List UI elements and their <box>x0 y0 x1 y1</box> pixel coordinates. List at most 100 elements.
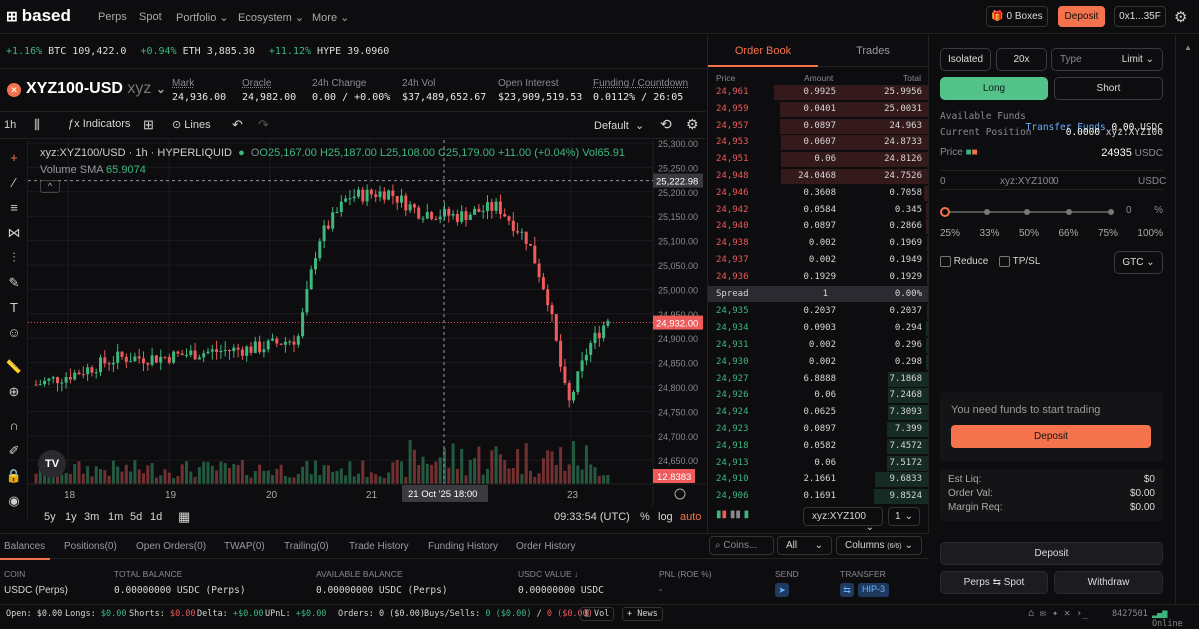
ask-row[interactable]: 24,942 0.0584 0.345 <box>708 202 928 218</box>
undo-icon[interactable]: ↶ <box>232 117 243 132</box>
magnet-icon[interactable]: ∩ <box>9 418 19 433</box>
indicators-button[interactable]: ƒx Indicators <box>68 118 130 130</box>
range-3m[interactable]: 3m <box>84 511 100 523</box>
price-chart[interactable]: 25,300.00 25,250.00 25,200.00 25,150.00 25,1… <box>28 139 706 506</box>
last-icon[interactable]: ■ <box>971 147 978 158</box>
bid-row[interactable]: 24,910 2.1661 9.6833 <box>708 471 928 488</box>
tab-order-book[interactable]: Order Book <box>708 35 818 67</box>
horizontal-lines-icon[interactable]: ≡ <box>10 200 18 215</box>
transfer-funds-link[interactable]: Transfer Funds <box>1025 122 1106 133</box>
usdc-input[interactable]: 0 <box>1053 176 1059 187</box>
bid-row[interactable]: 24,931 0.002 0.296 <box>708 337 928 353</box>
leverage-button[interactable]: 20x <box>996 48 1047 71</box>
range-1d[interactable]: 1d <box>150 511 163 523</box>
interval-button[interactable]: 1h <box>4 119 17 131</box>
reduce-checkbox[interactable]: Reduce <box>940 256 988 267</box>
bid-row[interactable]: 24,926 0.06 7.2468 <box>708 387 928 404</box>
pct-25[interactable]: 25% <box>940 228 961 239</box>
emoji-icon[interactable]: ☺ <box>7 325 21 340</box>
tab-order-history[interactable]: Order History <box>516 541 576 552</box>
deposit-secondary-button[interactable]: Deposit <box>940 542 1163 565</box>
transfer-icon[interactable]: ⇆ <box>840 583 854 597</box>
auto-scale-toggle[interactable]: auto <box>680 511 702 523</box>
layout-select[interactable]: Default ⌄ <box>594 119 644 132</box>
slider-percent-input[interactable]: 0% <box>1126 205 1163 216</box>
pct-33[interactable]: 33% <box>979 228 1000 239</box>
logo[interactable]: ⊞ based <box>6 6 71 26</box>
trend-line-icon[interactable]: ⁄ <box>12 175 16 190</box>
scroll-up-icon[interactable]: ▲ <box>1184 43 1192 52</box>
lock-drawings-icon[interactable]: ✐ <box>8 443 20 458</box>
pattern-icon[interactable]: ⋈ <box>7 225 21 240</box>
long-button[interactable]: Long <box>940 77 1048 100</box>
boxes-button[interactable]: 🎁 0 Boxes <box>986 6 1048 27</box>
pct-66[interactable]: 66% <box>1058 228 1079 239</box>
hip3-badge[interactable]: HIP-3 <box>858 583 890 597</box>
tab-balances[interactable]: Balances <box>4 541 46 552</box>
margin-mode-button[interactable]: Isolated <box>940 48 991 71</box>
ask-row[interactable]: 24,951 0.06 24.8126 <box>708 151 928 168</box>
tab-trade-history[interactable]: Trade History <box>349 541 409 552</box>
tpsl-checkbox[interactable]: TP/SL <box>999 256 1040 267</box>
text-icon[interactable]: T <box>10 300 18 315</box>
tab-open-orders[interactable]: Open Orders(0) <box>136 541 207 552</box>
deposit-top-button[interactable]: Deposit <box>1058 6 1105 27</box>
nav-ecosystem[interactable]: Ecosystem ⌄ <box>238 11 304 24</box>
settings-icon[interactable]: ⚙ <box>686 116 699 132</box>
percent-scale-toggle[interactable]: % <box>640 511 650 523</box>
perps-spot-button[interactable]: Perps ⇆ Spot <box>940 571 1048 594</box>
short-button[interactable]: Short <box>1054 77 1163 100</box>
ticker-item[interactable]: +11.12% HYPE 39.0960 <box>269 46 389 57</box>
redo-icon[interactable]: ↷ <box>258 117 269 132</box>
size-input[interactable]: 0 <box>940 176 946 187</box>
tab-trailing[interactable]: Trailing(0) <box>284 541 329 552</box>
tab-twap[interactable]: TWAP(0) <box>224 541 265 552</box>
ask-row[interactable]: 24,961 0.9925 25.9956 <box>708 84 928 100</box>
range-1y[interactable]: 1y <box>65 511 77 523</box>
lines-button[interactable]: ⊙ Lines <box>172 118 211 131</box>
fib-icon[interactable]: ⫶ <box>12 250 16 265</box>
tab-trades[interactable]: Trades <box>818 35 928 67</box>
vol-toggle[interactable]: ⫼ Vol <box>580 607 615 621</box>
ask-row[interactable]: 24,940 0.0897 0.2866 <box>708 218 928 235</box>
nav-perps[interactable]: Perps <box>98 11 127 23</box>
column-header[interactable]: USDC VALUE ↓ <box>518 569 579 579</box>
mid-icon[interactable]: ■ <box>965 147 972 158</box>
ask-row[interactable]: 24,936 0.1929 0.1929 <box>708 269 928 285</box>
bid-row[interactable]: 24,930 0.002 0.298 <box>708 354 928 370</box>
ask-row[interactable]: 24,946 0.3608 0.7058 <box>708 185 928 201</box>
bid-row[interactable]: 24,918 0.0582 7.4572 <box>708 438 928 454</box>
nav-portfolio[interactable]: Portfolio ⌄ <box>176 11 229 24</box>
bid-row[interactable]: 24,927 6.8888 7.1868 <box>708 371 928 387</box>
order-type-select[interactable]: Type Limit ⌄ <box>1051 48 1163 71</box>
ticker-item[interactable]: +0.94% ETH 3,885.30 <box>140 46 254 57</box>
candle-type-icon[interactable]: ⫼ <box>34 117 40 132</box>
ticker-item[interactable]: +1.16% BTC 109,422.0 <box>6 46 126 57</box>
collapse-legend-button[interactable]: ^ <box>40 180 60 193</box>
deposit-button[interactable]: Deposit <box>951 425 1151 448</box>
size-slider[interactable] <box>940 205 1116 219</box>
withdraw-button[interactable]: Withdraw <box>1054 571 1163 594</box>
ob-aggregation-select[interactable]: 1 ⌄ <box>888 507 920 526</box>
quick-search-icon[interactable]: ⟲ <box>660 116 672 132</box>
filter-select[interactable]: All ⌄ <box>777 536 832 555</box>
ask-row[interactable]: 24,953 0.0607 24.8733 <box>708 134 928 151</box>
social-icons[interactable]: ⌂ ✉ ✦ ✕ ›_ <box>1028 608 1089 619</box>
wallet-button[interactable]: 0x1...35F <box>1114 6 1166 27</box>
ask-row[interactable]: 24,938 0.002 0.1969 <box>708 235 928 252</box>
market-selector[interactable]: XYZ100-USD xyz ⌄ <box>26 80 166 98</box>
range-5d[interactable]: 5d <box>130 511 143 523</box>
lock-icon[interactable]: 🔒 <box>5 468 23 483</box>
ask-row[interactable]: 24,959 0.0401 25.0031 <box>708 101 928 117</box>
eye-icon[interactable]: ◉ <box>8 493 20 508</box>
bid-row[interactable]: 24,924 0.0625 7.3093 <box>708 404 928 421</box>
tab-funding-history[interactable]: Funding History <box>428 541 499 552</box>
bid-row[interactable]: 24,935 0.2037 0.2037 <box>708 303 928 320</box>
price-input[interactable]: Price ■■ 24935 USDC <box>940 147 1163 167</box>
pct-75[interactable]: 75% <box>1097 228 1118 239</box>
bid-row[interactable]: 24,934 0.0903 0.294 <box>708 320 928 337</box>
bid-row[interactable]: 24,923 0.0897 7.399 <box>708 421 928 437</box>
tab-positions[interactable]: Positions(0) <box>64 541 117 552</box>
layout-grid-icon[interactable]: ⊞ <box>143 117 154 132</box>
zoom-in-icon[interactable]: ⊕ <box>8 384 20 399</box>
